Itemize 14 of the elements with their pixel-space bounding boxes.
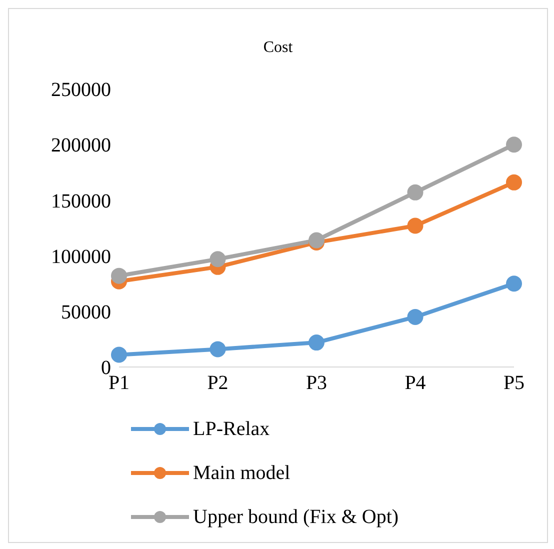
x-tick-label: P4 [404,372,426,394]
y-tick-label: 150000 [51,190,111,212]
x-tick-label: P5 [503,372,525,394]
y-tick-label: 100000 [51,246,111,268]
y-tick-label: 200000 [51,134,111,157]
y-tick-label: 50000 [61,302,111,324]
chart-title: Cost [262,38,294,58]
x-tick-label: P1 [108,372,130,394]
x-tick-label: P2 [207,372,228,394]
legend-label: LP-Relax [193,418,270,440]
y-tick-label: 250000 [51,79,111,102]
x-tick-label: P3 [306,372,328,394]
legend-label: Upper bound (Fix & Opt) [193,506,399,528]
legend-label: Main model [193,462,290,484]
